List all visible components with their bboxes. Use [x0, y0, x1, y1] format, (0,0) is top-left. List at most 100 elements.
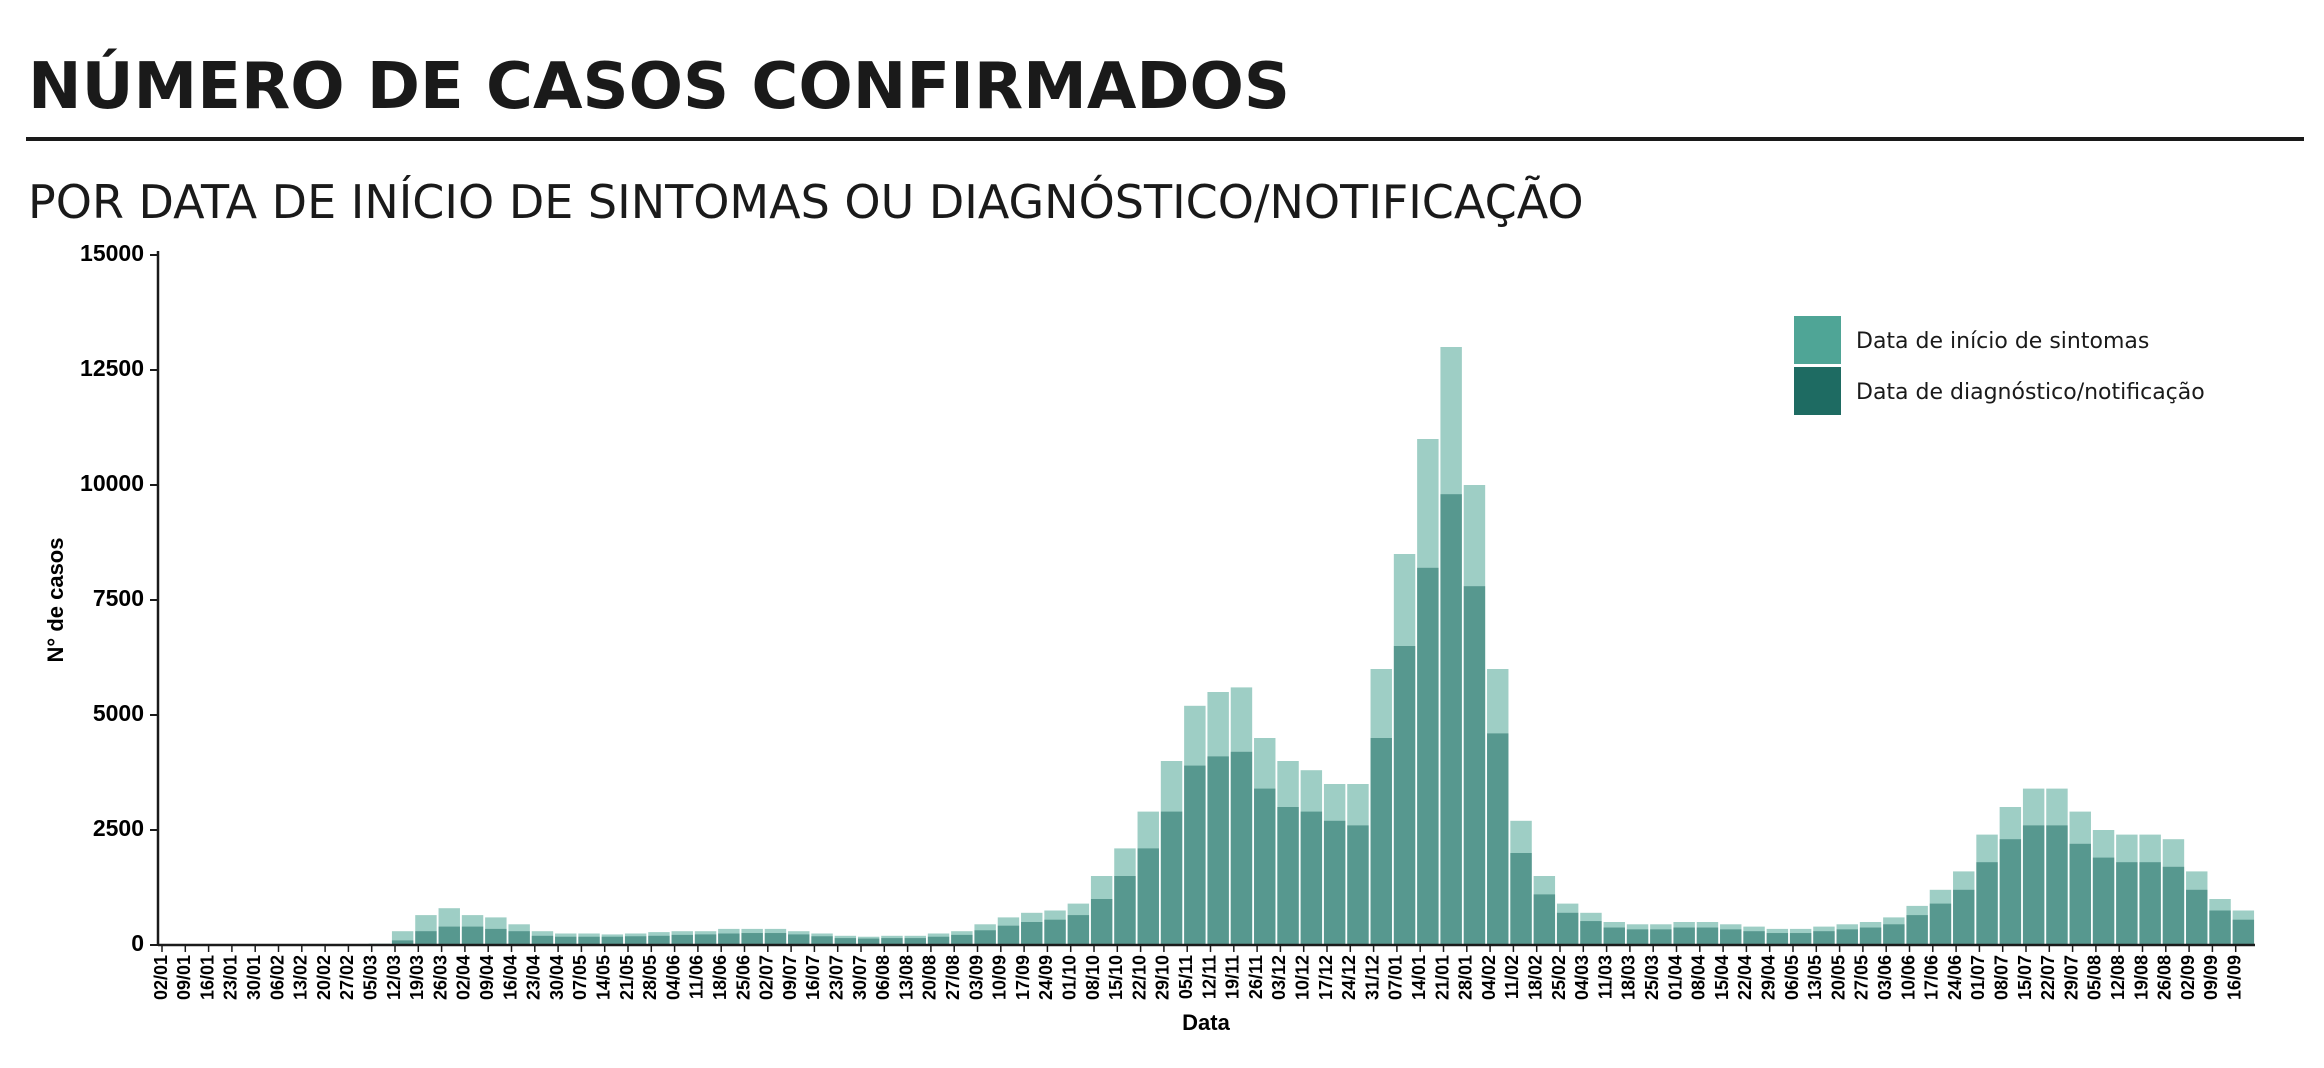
bar — [485, 928, 507, 945]
x-tick-label: 20/08 — [920, 955, 940, 1000]
bar — [438, 926, 460, 945]
x-tick-label: 13/02 — [291, 955, 311, 1000]
x-tick-label: 27/02 — [337, 955, 357, 1000]
bar — [415, 931, 437, 945]
bar — [951, 934, 973, 945]
x-tick-label: 15/04 — [1712, 955, 1732, 1000]
x-tick-label: 29/10 — [1153, 955, 1173, 1000]
bar — [1766, 933, 1789, 945]
x-tick-label: 22/04 — [1735, 955, 1755, 1000]
bar — [2116, 862, 2138, 945]
bar — [1277, 807, 1299, 945]
bar — [718, 933, 740, 945]
bar — [1393, 646, 1416, 945]
x-tick-label: 29/04 — [1758, 955, 1778, 1000]
bar — [1999, 839, 2022, 945]
bar — [811, 936, 833, 945]
x-tick-label: 09/04 — [477, 955, 497, 1000]
bar — [648, 935, 670, 945]
bar — [1254, 788, 1276, 945]
x-tick-label: 03/09 — [966, 955, 986, 1000]
bar — [694, 934, 717, 945]
x-tick-label: 28/05 — [640, 955, 660, 1000]
chart-subtitle: POR DATA DE INÍCIO DE SINTOMAS OU DIAGNÓ… — [28, 175, 1584, 229]
bar — [508, 931, 530, 945]
x-tick-label: 13/08 — [896, 955, 916, 1000]
x-tick-label: 09/09 — [2201, 955, 2221, 1000]
x-tick-label: 10/06 — [1898, 955, 1918, 1000]
bar — [1929, 903, 1952, 945]
x-tick-label: 24/06 — [1945, 955, 1965, 1000]
bar — [2209, 910, 2231, 945]
bar — [1906, 915, 1928, 945]
x-tick-label: 24/09 — [1036, 955, 1056, 1000]
x-tick-label: 20/05 — [1828, 955, 1848, 1000]
x-tick-label: 23/04 — [524, 955, 544, 1000]
x-tick-label: 04/02 — [1479, 955, 1499, 1000]
legend-label: Data de início de sintomas — [1856, 329, 2149, 354]
bar — [1720, 929, 1742, 945]
x-tick-label: 13/05 — [1805, 955, 1825, 1000]
bar — [1556, 912, 1579, 945]
y-tick-label: 0 — [131, 930, 144, 956]
bar — [1044, 919, 1066, 945]
x-tick-label: 19/11 — [1223, 955, 1243, 999]
x-tick-label: 04/06 — [663, 955, 683, 1000]
x-tick-label: 09/01 — [174, 955, 194, 1000]
x-tick-label: 16/01 — [197, 955, 217, 1000]
bar — [461, 926, 484, 945]
x-tick-label: 18/06 — [710, 955, 730, 1000]
x-tick-label: 29/07 — [2061, 955, 2081, 1000]
y-tick-label: 12500 — [80, 355, 144, 381]
bar — [555, 936, 577, 945]
x-tick-label: 12/03 — [384, 955, 404, 1000]
bar — [881, 938, 903, 945]
x-tick-label: 20/02 — [314, 955, 334, 1000]
y-axis-label: N° de casos — [43, 538, 68, 663]
x-tick-label: 08/04 — [1689, 955, 1709, 1000]
x-tick-label: 16/09 — [2224, 955, 2244, 1000]
x-tick-label: 06/02 — [267, 955, 287, 1000]
x-tick-label: 05/03 — [360, 955, 380, 1000]
x-tick-label: 18/02 — [1525, 955, 1545, 1000]
chart-title: NÚMERO DE CASOS CONFIRMADOS — [28, 48, 1290, 124]
bar — [1067, 915, 1090, 945]
bar — [391, 940, 414, 945]
bar — [857, 938, 880, 945]
bar — [904, 938, 926, 945]
bar — [1743, 931, 1765, 945]
x-tick-label: 23/01 — [221, 955, 241, 1000]
legend-label: Data de diagnóstico/notificação — [1856, 380, 2205, 405]
bar — [1836, 929, 1858, 945]
x-tick-label: 30/01 — [244, 955, 264, 1000]
x-tick-label: 17/12 — [1316, 955, 1336, 1000]
title-rule — [26, 137, 2304, 141]
bar — [1440, 494, 1462, 945]
bar — [1137, 848, 1159, 945]
bar — [1883, 924, 1905, 945]
bar — [1673, 927, 1695, 945]
bar — [1021, 922, 1043, 945]
bar — [1789, 933, 1812, 945]
x-tick-label: 05/11 — [1176, 955, 1196, 999]
x-tick-label: 02/07 — [757, 955, 777, 1000]
x-tick-label: 02/01 — [151, 955, 171, 1000]
x-tick-label: 11/03 — [1595, 955, 1615, 999]
x-tick-label: 06/08 — [873, 955, 893, 1000]
bar — [1580, 921, 1602, 945]
x-tick-label: 21/01 — [1432, 955, 1452, 1000]
bar — [624, 936, 647, 945]
x-tick-label: 16/07 — [803, 955, 823, 1000]
bar — [788, 934, 810, 945]
bar — [578, 936, 600, 945]
bar — [2022, 825, 2045, 945]
x-tick-label: 25/02 — [1549, 955, 1569, 1000]
bar — [764, 933, 787, 945]
bar — [2232, 919, 2255, 945]
x-tick-label: 25/03 — [1642, 955, 1662, 1000]
bar — [1533, 894, 1556, 945]
x-tick-label: 03/06 — [1875, 955, 1895, 1000]
x-tick-label: 26/08 — [2155, 955, 2175, 1000]
